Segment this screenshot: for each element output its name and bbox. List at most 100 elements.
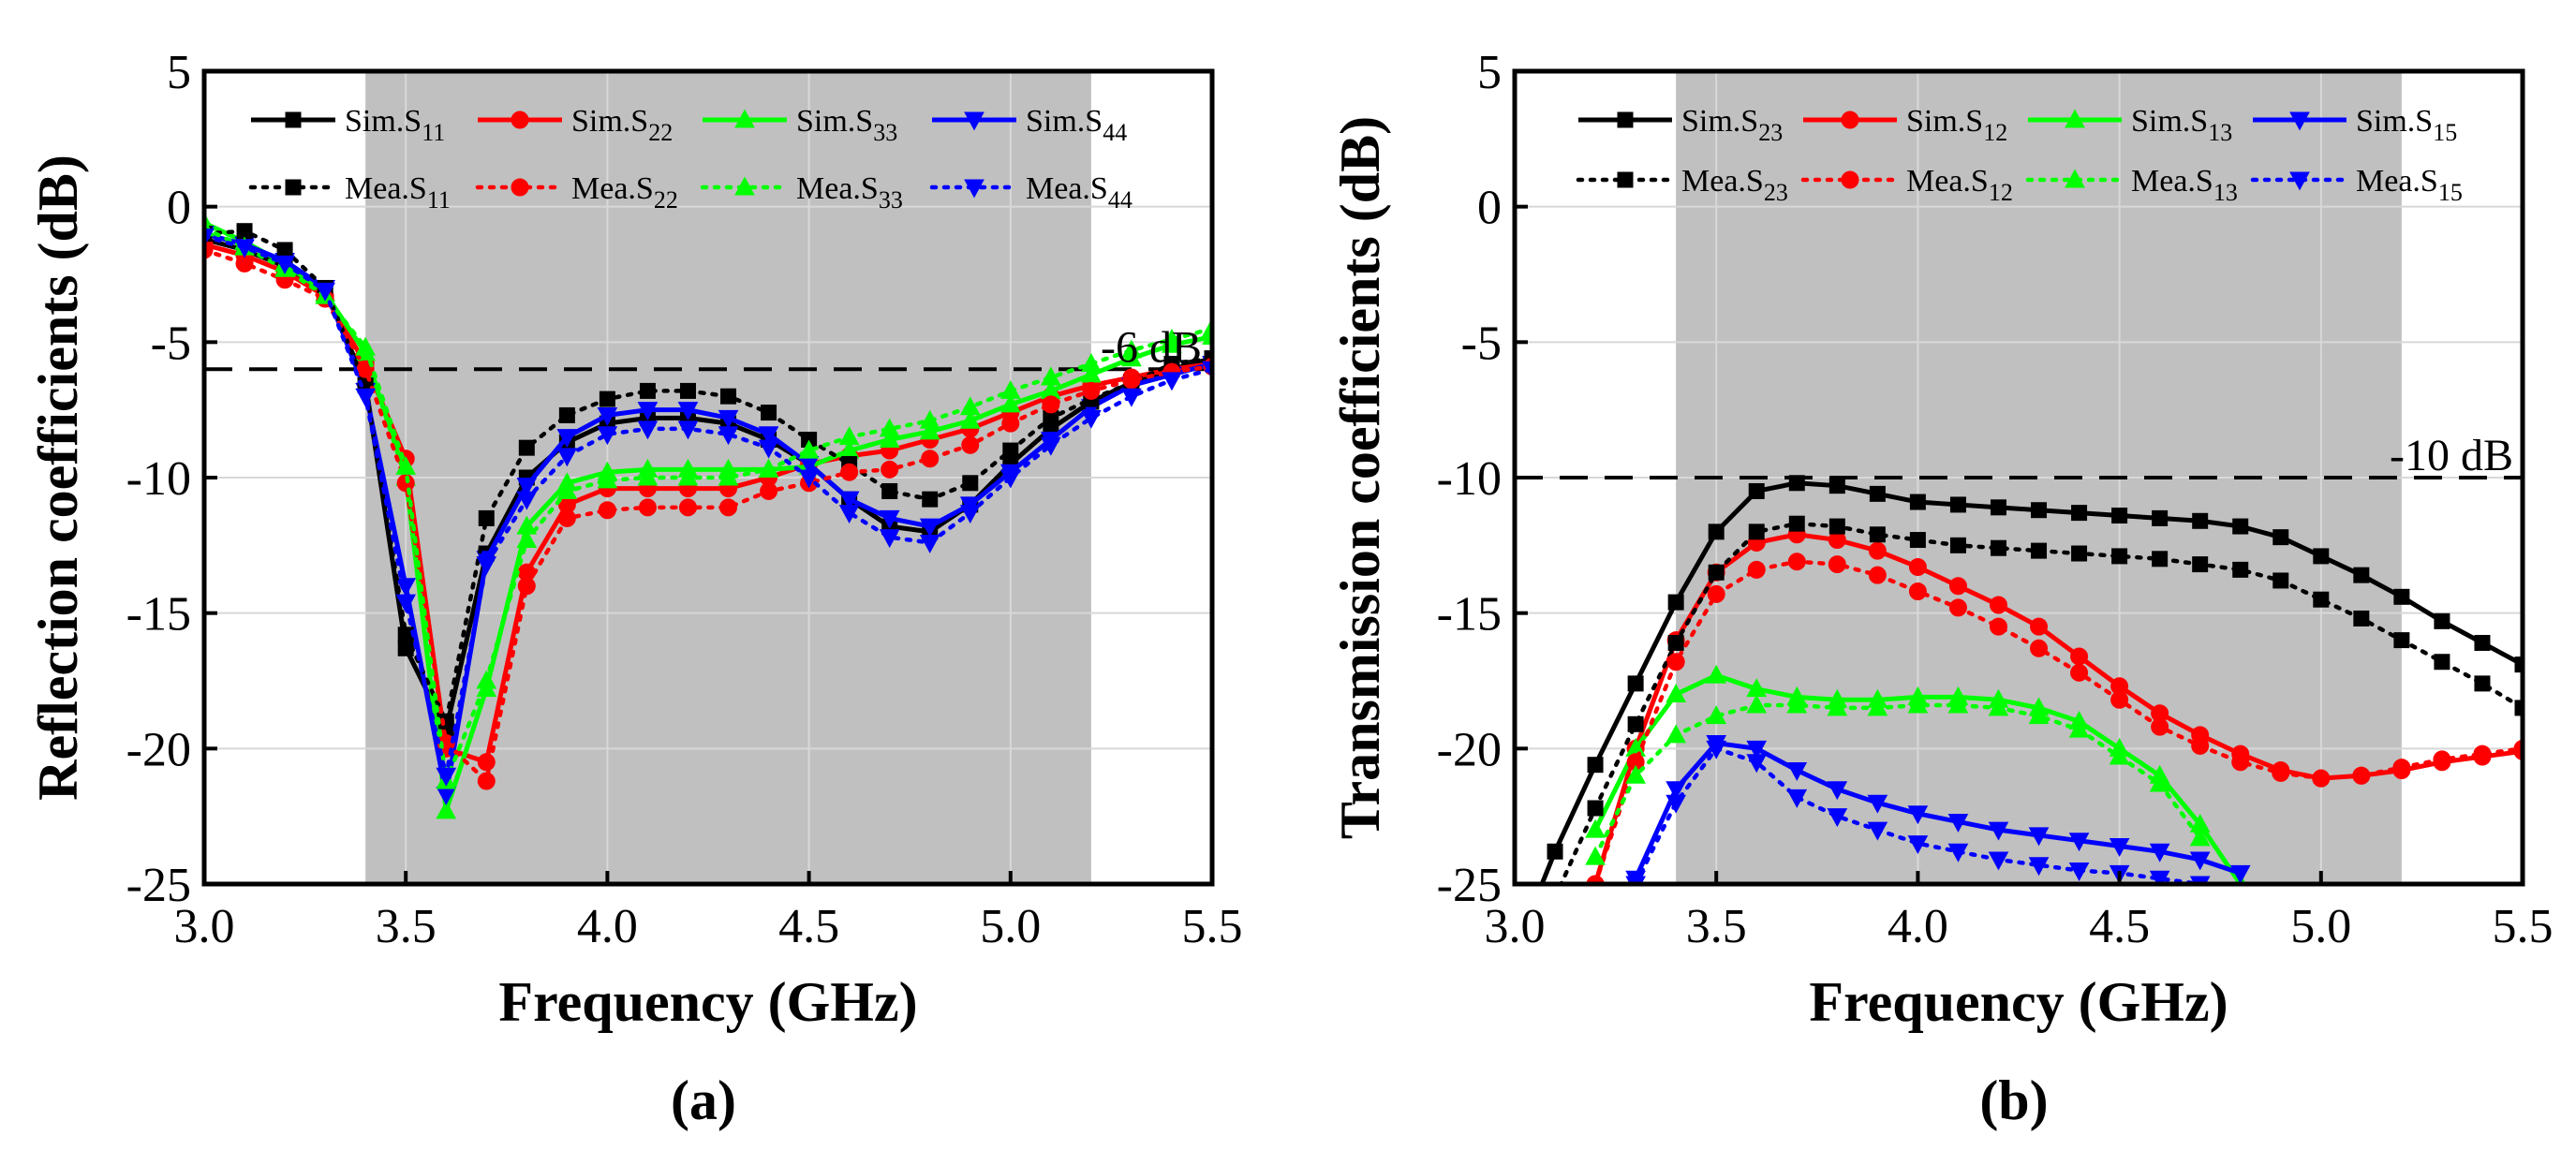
data-point bbox=[2313, 548, 2330, 565]
data-point bbox=[236, 223, 253, 240]
data-point bbox=[1746, 694, 1768, 714]
data-point bbox=[2028, 857, 2050, 877]
series-sims23 bbox=[1539, 475, 2523, 884]
data-point bbox=[598, 501, 616, 520]
data-point bbox=[2312, 769, 2331, 788]
data-point bbox=[758, 439, 779, 459]
data-point bbox=[2149, 773, 2170, 792]
data-point bbox=[1788, 475, 1805, 492]
legend-marker bbox=[1617, 111, 1634, 128]
x-tick-label: 3.5 bbox=[376, 900, 437, 953]
data-point bbox=[2031, 542, 2048, 559]
data-point bbox=[517, 577, 536, 596]
legend-label: Sim.S33 bbox=[796, 104, 897, 146]
legend-item: Sim.S33 bbox=[703, 104, 897, 146]
panel-b: 3.0 3.5 4.0 4.5 5.0 5.5 5 0 -5 -10 -15 -20 -25 -10 … bbox=[1329, 46, 2554, 1131]
data-point bbox=[879, 418, 900, 437]
data-point bbox=[1547, 890, 1562, 905]
data-point bbox=[516, 491, 538, 510]
y-tick-label: -10 bbox=[126, 452, 191, 506]
data-point bbox=[1828, 518, 1845, 535]
data-point bbox=[720, 388, 737, 405]
data-point bbox=[2110, 690, 2129, 709]
data-point bbox=[1828, 478, 1845, 494]
x-tick-label: 4.5 bbox=[778, 900, 839, 953]
legend-item: Sim.S12 bbox=[1803, 104, 2007, 146]
legend-item: Sim.S15 bbox=[2253, 104, 2457, 146]
legend-item: Mea.S15 bbox=[2250, 164, 2463, 206]
data-point bbox=[758, 458, 779, 478]
legend-item: Mea.S13 bbox=[2025, 164, 2238, 206]
data-point bbox=[838, 491, 860, 510]
data-point bbox=[1988, 821, 2009, 841]
data-point bbox=[1949, 496, 1966, 513]
data-point bbox=[999, 379, 1021, 399]
y-tick-label: -20 bbox=[1437, 723, 1502, 776]
data-point bbox=[1040, 436, 1061, 456]
data-point bbox=[397, 627, 414, 643]
data-point bbox=[1786, 761, 1808, 781]
data-point bbox=[2514, 656, 2523, 673]
y-tick-label: -25 bbox=[1437, 859, 1502, 912]
data-point bbox=[1990, 539, 2006, 556]
data-point bbox=[1002, 442, 1019, 459]
data-point bbox=[2192, 556, 2209, 573]
data-point bbox=[1989, 617, 2007, 636]
legend-label: Mea.S11 bbox=[345, 171, 451, 214]
data-point bbox=[2232, 518, 2249, 535]
y-tick-label: -15 bbox=[126, 588, 191, 641]
data-point bbox=[2273, 529, 2289, 546]
data-point bbox=[919, 534, 940, 553]
data-point bbox=[719, 498, 738, 517]
legend-item: Mea.S44 bbox=[929, 171, 1133, 214]
x-tick-label: 3.0 bbox=[1485, 900, 1546, 953]
data-point bbox=[677, 420, 699, 440]
y-tick-label: 0 bbox=[1477, 182, 1502, 235]
data-point bbox=[1868, 566, 1887, 584]
data-point bbox=[879, 529, 900, 549]
data-point bbox=[881, 482, 898, 499]
data-point bbox=[2068, 833, 2090, 852]
data-point bbox=[1001, 414, 1020, 433]
data-point bbox=[1587, 800, 1604, 817]
data-point bbox=[1748, 523, 1765, 540]
data-point bbox=[1162, 328, 1182, 347]
data-point bbox=[1547, 843, 1563, 860]
data-point bbox=[1667, 594, 1684, 611]
data-point bbox=[597, 426, 618, 446]
series-sims15 bbox=[1625, 735, 2251, 884]
legend-item: Mea.S22 bbox=[475, 171, 678, 214]
legend-marker bbox=[734, 109, 755, 128]
series-layer bbox=[204, 212, 1212, 819]
data-point bbox=[1081, 353, 1102, 372]
data-point bbox=[2030, 617, 2049, 636]
data-point bbox=[2068, 862, 2090, 881]
data-point bbox=[558, 406, 575, 423]
data-point bbox=[959, 505, 981, 524]
data-point bbox=[355, 336, 377, 356]
data-point bbox=[2229, 864, 2251, 884]
data-point bbox=[1948, 598, 1967, 617]
panel-label: (b) bbox=[1979, 1069, 2048, 1131]
data-point bbox=[1907, 805, 1929, 825]
legend-label: Mea.S15 bbox=[2356, 164, 2463, 206]
legend-label: Mea.S22 bbox=[571, 171, 678, 214]
data-point bbox=[2151, 717, 2169, 736]
data-point bbox=[1587, 757, 1604, 774]
data-point bbox=[2353, 610, 2370, 627]
data-point bbox=[2232, 561, 2249, 578]
data-point bbox=[1666, 794, 1687, 814]
y-tick-label: -25 bbox=[126, 859, 191, 912]
data-point bbox=[1989, 596, 2007, 614]
data-point bbox=[1988, 851, 2009, 871]
data-point bbox=[1627, 715, 1644, 732]
data-point bbox=[1786, 789, 1808, 808]
data-point bbox=[921, 450, 940, 468]
data-point bbox=[1868, 541, 1887, 560]
data-point bbox=[1947, 843, 1969, 862]
data-point bbox=[1827, 697, 1848, 716]
data-point bbox=[2070, 663, 2089, 682]
panel-a: 3.0 3.5 4.0 4.5 5.0 5.5 5 0 -5 -10 -15 -20 -25 -6 d… bbox=[27, 46, 1243, 1131]
legend-marker bbox=[285, 179, 302, 196]
legend-marker bbox=[2065, 109, 2085, 128]
